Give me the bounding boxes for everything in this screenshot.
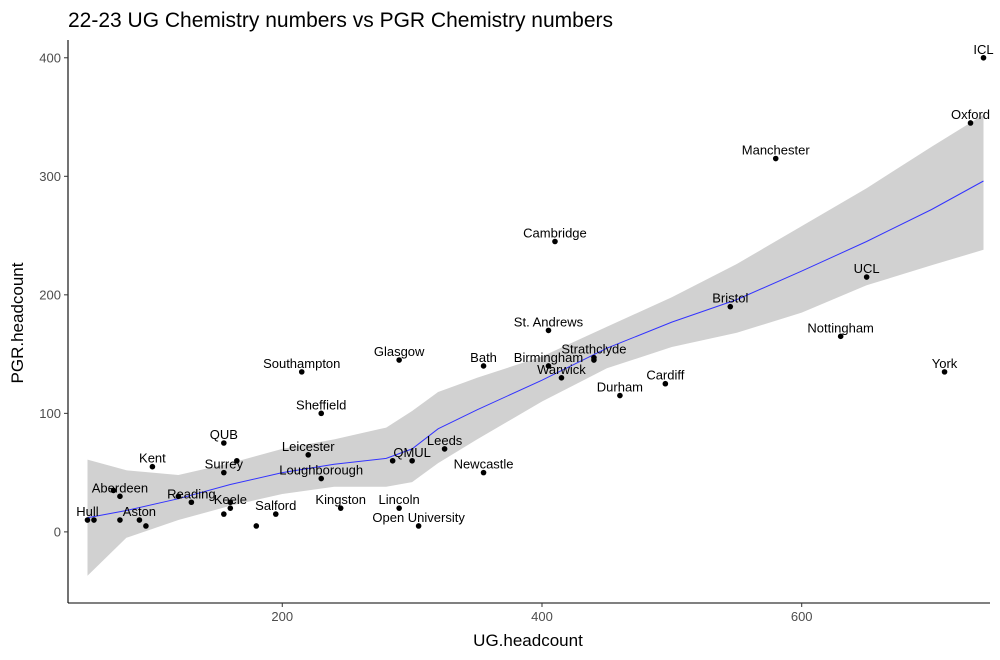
point-label: UCL	[854, 261, 880, 276]
y-tick-label: 100	[39, 406, 61, 421]
point-label: Loughborough	[279, 463, 363, 478]
data-point	[558, 375, 565, 381]
data-point	[837, 333, 844, 340]
data-point	[727, 303, 734, 310]
point-label: ICL	[973, 42, 993, 57]
point-label: Warwick	[537, 362, 586, 377]
point-label: Glasgow	[374, 344, 425, 359]
data-point	[941, 369, 948, 375]
data-point	[110, 487, 117, 494]
point-label: Newcastle	[454, 457, 514, 472]
data-point	[91, 517, 97, 523]
data-point	[337, 505, 344, 511]
data-point	[318, 410, 325, 417]
smooth-fit-line	[87, 180, 984, 519]
x-tick-label: 200	[271, 609, 293, 624]
data-point	[480, 469, 487, 476]
data-point	[227, 499, 234, 506]
smooth-line	[87, 180, 984, 519]
point-label: Aston	[123, 504, 156, 519]
data-point	[305, 452, 312, 458]
point-label: Open University	[372, 510, 465, 525]
x-tick-label: 400	[531, 609, 553, 624]
data-point	[772, 155, 779, 162]
point-label: Birmingham	[514, 350, 583, 365]
data-point	[545, 363, 552, 369]
point-label: Nottingham	[807, 320, 873, 335]
data-point	[967, 120, 974, 126]
point-label: Sheffield	[296, 397, 346, 412]
point-label: Cardiff	[646, 368, 684, 383]
y-tick-label: 300	[39, 169, 61, 184]
data-point	[441, 446, 448, 452]
x-axis-title: UG.headcount	[473, 631, 583, 650]
data-point	[396, 357, 402, 363]
data-point	[662, 380, 669, 387]
data-point	[591, 357, 597, 363]
data-point	[117, 517, 123, 523]
data-point	[143, 523, 149, 529]
point-label: QUB	[210, 427, 238, 442]
point-label: Hull	[76, 504, 99, 519]
data-point	[480, 363, 487, 369]
point-label: Kingston	[315, 492, 366, 507]
data-point	[617, 392, 623, 399]
y-axis-title: PGR.headcount	[8, 262, 27, 383]
data-point	[149, 463, 156, 470]
data-point	[552, 238, 558, 245]
point-label: Oxford	[951, 107, 990, 122]
y-tick-label: 0	[54, 524, 61, 539]
point-label: Southampton	[263, 356, 340, 371]
data-point	[188, 499, 195, 506]
point-label: Durham	[597, 380, 643, 395]
data-point	[221, 440, 227, 446]
data-point	[396, 505, 402, 511]
data-point	[545, 327, 552, 334]
point-label: QMUL	[393, 445, 431, 460]
data-point	[863, 274, 870, 280]
data-point	[318, 475, 325, 482]
point-label: Reading	[167, 486, 215, 501]
data-point	[175, 493, 182, 500]
data-point	[253, 523, 260, 529]
point-label: Aberdeen	[92, 480, 148, 495]
point-label: Cambridge	[523, 225, 587, 240]
point-label: Salford	[255, 498, 296, 513]
data-point	[84, 517, 91, 523]
axes: 200 400 600 0 100 200 300 400	[39, 40, 990, 624]
data-point	[272, 511, 279, 517]
x-tick-label: 600	[791, 609, 813, 624]
chart-title: 22-23 UG Chemistry numbers vs PGR Chemis…	[68, 9, 613, 32]
data-point	[980, 54, 987, 61]
data-point	[227, 505, 234, 511]
data-point	[234, 457, 240, 464]
point-label: St. Andrews	[514, 314, 584, 329]
data-points	[84, 54, 987, 529]
confidence-ribbon	[87, 114, 984, 576]
point-label: Strathclyde	[561, 342, 626, 357]
data-point	[298, 369, 305, 375]
data-point	[409, 457, 415, 464]
data-point	[117, 493, 123, 500]
point-label: Leeds	[427, 433, 463, 448]
point-label: Kent	[139, 451, 166, 466]
point-label: Bristol	[712, 291, 748, 306]
data-point	[415, 523, 422, 529]
data-point	[221, 511, 227, 517]
point-label: Surrey	[205, 457, 244, 472]
data-point	[221, 469, 227, 476]
data-point	[136, 517, 143, 523]
y-tick-label: 400	[39, 50, 61, 65]
point-label: Bath	[470, 350, 497, 365]
data-point	[389, 457, 396, 464]
point-labels: ICL Oxford Manchester Cambridge UCL Bristol St…	[76, 42, 993, 525]
point-label: Keele	[214, 492, 247, 507]
y-tick-label: 200	[39, 287, 61, 302]
confidence-band	[87, 114, 984, 576]
point-label: Manchester	[742, 143, 811, 158]
point-label: York	[932, 356, 958, 371]
point-label: Lincoln	[379, 492, 420, 507]
point-label: Leicester	[282, 439, 335, 454]
